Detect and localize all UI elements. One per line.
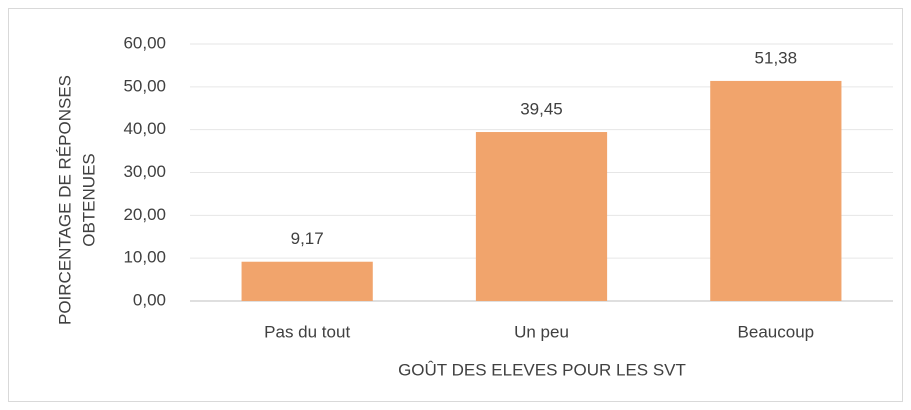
y-tick-label: 60,00 [123,33,166,52]
y-tick-label: 20,00 [123,205,166,224]
y-tick-label: 30,00 [123,162,166,181]
y-tick-label: 40,00 [123,119,166,138]
y-tick-label: 10,00 [123,248,166,267]
y-axis-title: OBTENUES [79,153,98,247]
bar [475,132,608,301]
x-tick-label: Beaucoup [738,322,815,341]
data-label: 9,17 [291,229,324,248]
x-tick-label: Un peu [514,322,569,341]
y-tick-label: 50,00 [123,76,166,95]
bar [710,80,842,301]
x-axis-title: GOÛT DES ELEVES POUR LES SVT [398,360,686,379]
bar [241,261,373,301]
data-label: 39,45 [520,100,563,119]
x-tick-label: Pas du tout [264,322,350,341]
data-label: 51,38 [755,48,798,67]
y-axis-title: POIRCENTAGE DE RÉPONSES [55,75,74,325]
y-tick-label: 0,00 [133,290,166,309]
